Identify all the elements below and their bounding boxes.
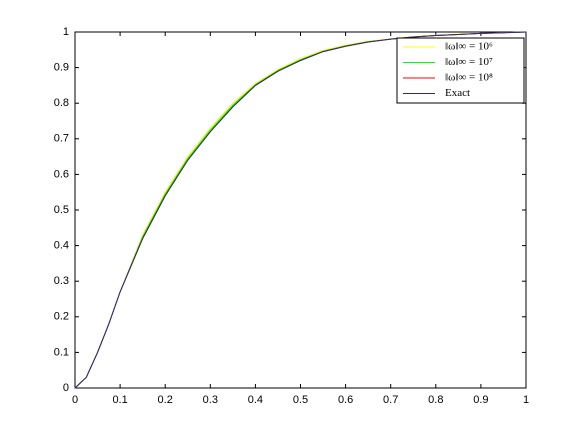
x-tick-label: 0.6 xyxy=(338,394,353,406)
x-tick-label: 0.1 xyxy=(112,394,127,406)
x-tick-label: 0 xyxy=(72,394,78,406)
series-line xyxy=(74,31,527,389)
x-tick-label: 0.4 xyxy=(248,394,263,406)
legend-box xyxy=(396,37,525,104)
y-tick-label: 0.5 xyxy=(54,204,69,216)
legend-label: Exact xyxy=(445,87,470,99)
y-tick-label: 0 xyxy=(63,382,69,394)
x-tick-label: 0.8 xyxy=(428,394,443,406)
x-tick-label: 1 xyxy=(523,394,529,406)
y-tick-label: 0.9 xyxy=(54,62,69,74)
legend-label: ‖ω‖∞ = 10⁶ xyxy=(445,41,493,53)
x-tick-label: 0.5 xyxy=(293,394,308,406)
legend-label: ‖ω‖∞ = 10⁸ xyxy=(445,72,493,84)
y-tick-label: 0.8 xyxy=(54,97,69,109)
y-tick-label: 0.1 xyxy=(54,346,69,358)
y-tick-label: 0.4 xyxy=(54,240,69,252)
y-tick-label: 0.7 xyxy=(54,133,69,145)
y-tick-label: 0.2 xyxy=(54,311,69,323)
y-tick-label: 1 xyxy=(63,26,69,38)
x-tick-label: 0.2 xyxy=(158,394,173,406)
x-tick-label: 0.3 xyxy=(203,394,218,406)
x-tick-label: 0.9 xyxy=(473,394,488,406)
legend-label: ‖ω‖∞ = 10⁷ xyxy=(445,56,493,68)
y-tick-label: 0.6 xyxy=(54,168,69,180)
y-tick-label: 0.3 xyxy=(54,275,69,287)
x-tick-label: 0.7 xyxy=(383,394,398,406)
